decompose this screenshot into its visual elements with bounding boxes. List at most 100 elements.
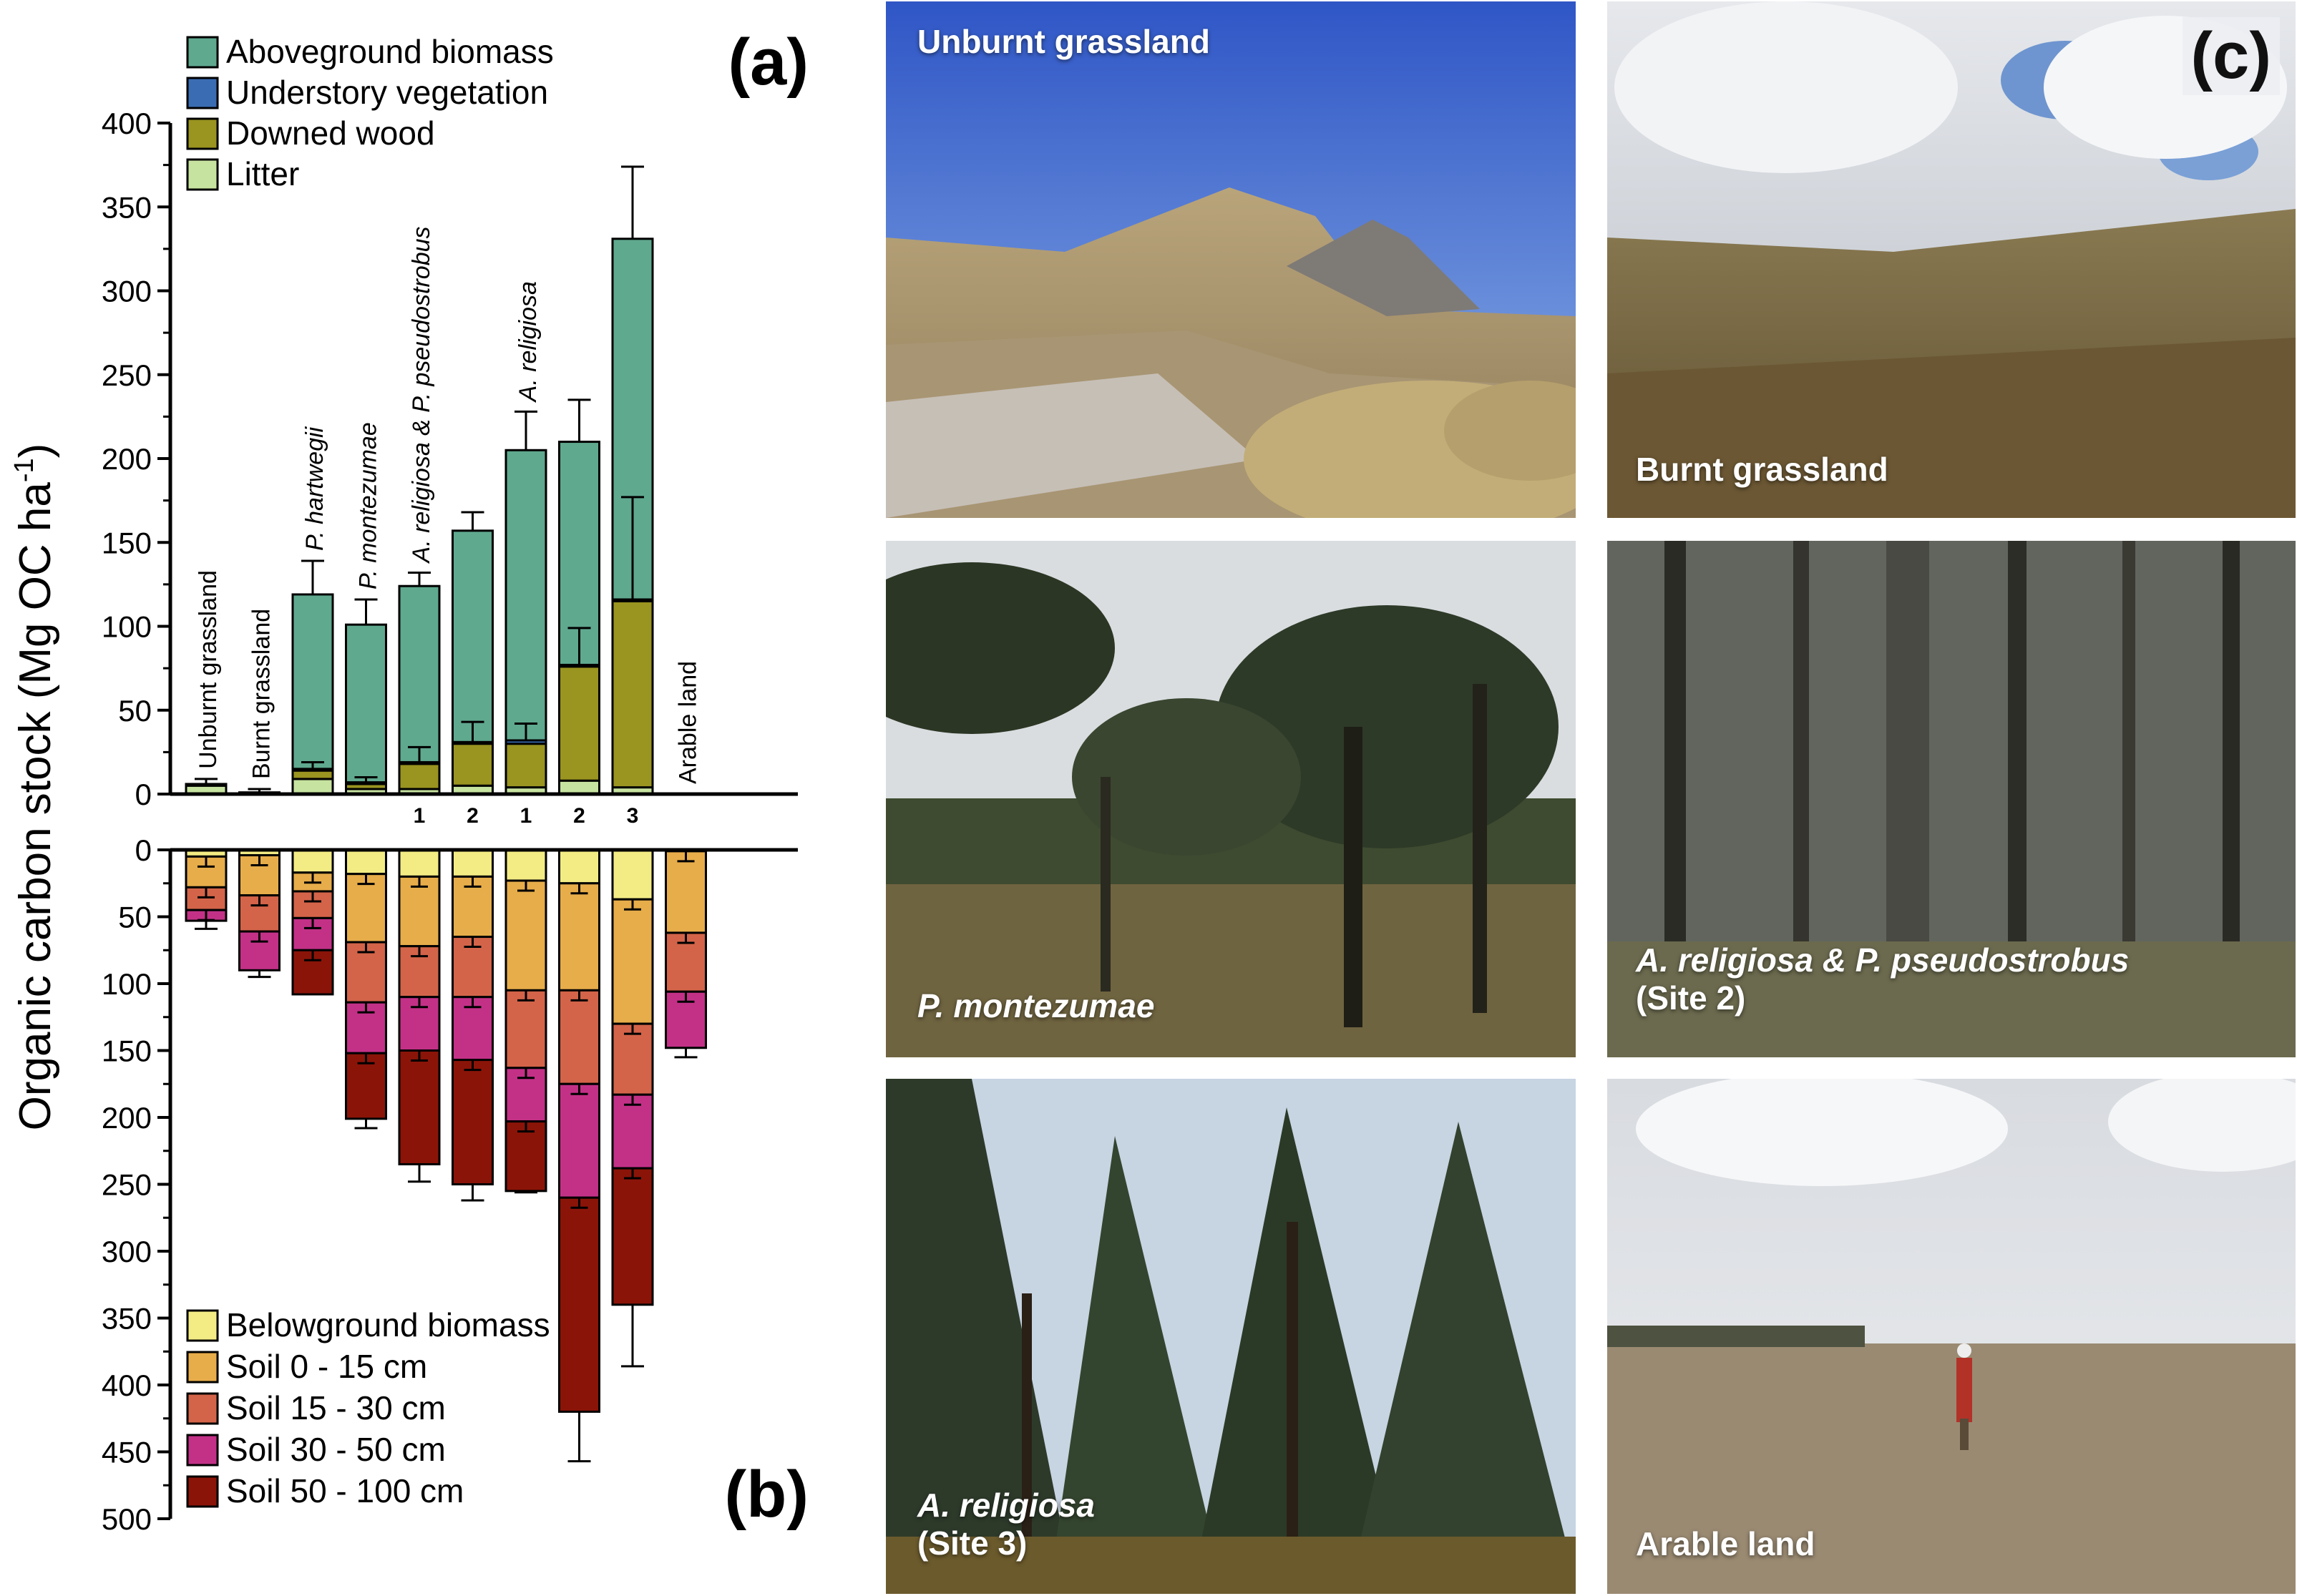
legend-label-lower-3: Soil 15 - 30 cm <box>226 1389 446 1426</box>
tick-label-lower-0: 0 <box>135 833 152 867</box>
legend-label-lower-5: Soil 50 - 100 cm <box>226 1472 464 1509</box>
legend-swatch-lower-4 <box>186 1434 219 1467</box>
category-label-5: A. religiosa & P. pseudostrobus <box>408 226 435 564</box>
panel-label-b: (b) <box>725 1458 809 1531</box>
bar-upper-aboveground-biomass-4 <box>345 623 387 784</box>
tick-label-lower-50: 50 <box>118 901 152 934</box>
photo-label-religiosa-pseudo: A. religiosa & P. pseudostrobus (Site 2) <box>1636 941 2130 1017</box>
legend-swatch-lower-5 <box>186 1475 219 1508</box>
bar-lower-soil-0-15-10 <box>665 850 707 934</box>
bar-lower-belowground-biomass-7 <box>504 848 547 882</box>
legend-swatch-lower-2 <box>186 1351 219 1384</box>
tick-label-lower-150: 150 <box>102 1034 152 1068</box>
arable-land-image <box>1607 1079 2296 1594</box>
a-religiosa-p-pseudostrobus-image <box>1607 541 2296 1057</box>
bar-upper-downed-wood-3 <box>291 769 334 780</box>
bar-lower-belowground-biomass-3 <box>291 848 334 874</box>
photo-burnt-grassland: (c) Burnt grassland <box>1607 1 2296 518</box>
legend-swatch-lower-1 <box>186 1309 219 1342</box>
unburnt-grassland-image <box>886 1 1576 518</box>
bar-upper-aboveground-biomass-7 <box>504 449 547 742</box>
photo-label-religiosa: A. religiosa (Site 3) <box>917 1487 1095 1562</box>
bar-upper-aboveground-biomass-6 <box>452 529 494 743</box>
legend-label-lower-2: Soil 0 - 15 cm <box>226 1348 427 1385</box>
site-number-9: 3 <box>627 804 639 828</box>
bar-lower-soil-0-15-7 <box>504 879 547 992</box>
legend-label-upper-1: Aboveground biomass <box>226 33 554 70</box>
bar-lower-soil-30-50-8 <box>558 1082 600 1199</box>
tick-label-upper-100: 100 <box>102 610 152 644</box>
bar-lower-soil-50-100-9 <box>611 1167 654 1306</box>
photo-label-burnt: Burnt grassland <box>1636 451 1888 488</box>
bar-upper-aboveground-biomass-3 <box>291 593 334 770</box>
photo-label-montezumae: P. montezumae <box>917 987 1155 1024</box>
legend-label-lower-1: Belowground biomass <box>226 1306 550 1343</box>
site-number-6: 2 <box>467 804 479 828</box>
bar-lower-belowground-biomass-6 <box>452 848 494 878</box>
bar-upper-downed-wood-6 <box>452 743 494 787</box>
tick-label-lower-500: 500 <box>102 1502 152 1536</box>
a-religiosa-image <box>886 1079 1576 1594</box>
legend-swatch-upper-4 <box>186 158 219 191</box>
bar-lower-belowground-biomass-5 <box>398 848 441 878</box>
category-label-4: P. montezumae <box>355 422 382 589</box>
bar-lower-belowground-biomass-9 <box>611 848 654 901</box>
tick-label-upper-400: 400 <box>102 107 152 140</box>
legend-swatch-upper-2 <box>186 77 219 109</box>
legend-label-upper-3: Downed wood <box>226 114 435 152</box>
site-number-7: 1 <box>520 804 532 828</box>
bar-lower-soil-0-15-4 <box>345 873 387 944</box>
legend-layer: Aboveground biomass Understory vegetation… <box>186 33 554 1509</box>
legend-label-upper-2: Understory vegetation <box>226 74 548 111</box>
tick-label-lower-400: 400 <box>102 1369 152 1402</box>
site-number-8: 2 <box>573 804 585 828</box>
photo-a-religiosa: A. religiosa (Site 3) <box>886 1079 1576 1594</box>
tick-label-lower-300: 300 <box>102 1235 152 1268</box>
y-axis-title: Organic carbon stock (Mg OC ha-1) <box>9 444 60 1131</box>
photo-arable-land: Arable land <box>1607 1079 2296 1594</box>
bar-upper-downed-wood-9 <box>611 599 654 789</box>
category-label-1: Unburnt grassland <box>195 570 222 769</box>
bar-lower-soil-15-30-7 <box>504 989 547 1069</box>
bar-layer <box>185 165 707 1463</box>
bar-lower-soil-0-15-8 <box>558 882 600 992</box>
tick-label-upper-50: 50 <box>118 694 152 728</box>
text-layer: 0 50 100 150 200 250 300 350 400 0 50 100 150 200 250 3… <box>9 26 809 1536</box>
legend-swatch-upper-1 <box>186 36 219 69</box>
category-label-3: P. hartwegii <box>301 426 328 551</box>
photo-unburnt-grassland: Unburnt grassland <box>886 1 1576 518</box>
legend-label-lower-4: Soil 30 - 50 cm <box>226 1431 446 1468</box>
bar-upper-litter-8 <box>558 779 600 795</box>
legend-swatch-lower-3 <box>186 1392 219 1425</box>
y-axis-title-sup: -1 <box>9 458 39 482</box>
photo-p-montezumae: P. montezumae <box>886 541 1576 1057</box>
p-montezumae-image <box>886 541 1576 1057</box>
bar-upper-downed-wood-8 <box>558 665 600 782</box>
bar-lower-soil-50-100-7 <box>504 1120 547 1193</box>
bar-upper-aboveground-biomass-5 <box>398 584 441 763</box>
tick-label-lower-450: 450 <box>102 1436 152 1469</box>
tick-label-upper-200: 200 <box>102 442 152 476</box>
bar-lower-belowground-biomass-4 <box>345 848 387 876</box>
tick-label-lower-350: 350 <box>102 1302 152 1336</box>
tick-label-upper-300: 300 <box>102 275 152 308</box>
tick-label-upper-250: 250 <box>102 358 152 392</box>
bar-upper-downed-wood-5 <box>398 763 441 790</box>
burnt-grassland-image <box>1607 1 2296 518</box>
panel-label-a: (a) <box>728 26 809 99</box>
bar-upper-understory-vegetation-1 <box>185 783 228 787</box>
legend-label-upper-4: Litter <box>226 155 299 192</box>
axes-layer <box>157 122 798 1520</box>
y-axis-title-close: ) <box>11 444 60 459</box>
category-label-7: A. religiosa <box>514 281 542 403</box>
bar-lower-soil-30-50-9 <box>611 1093 654 1170</box>
bar-lower-soil-15-30-8 <box>558 989 600 1085</box>
bar-lower-soil-0-15-5 <box>398 875 441 948</box>
tick-label-upper-350: 350 <box>102 190 152 224</box>
photo-label-unburnt: Unburnt grassland <box>917 23 1210 60</box>
photo-label-arable: Arable land <box>1636 1525 1815 1562</box>
bar-lower-soil-50-100-5 <box>398 1049 441 1165</box>
category-label-10: Arable land <box>675 661 702 784</box>
bar-lower-soil-50-100-8 <box>558 1196 600 1413</box>
tick-label-lower-250: 250 <box>102 1168 152 1202</box>
